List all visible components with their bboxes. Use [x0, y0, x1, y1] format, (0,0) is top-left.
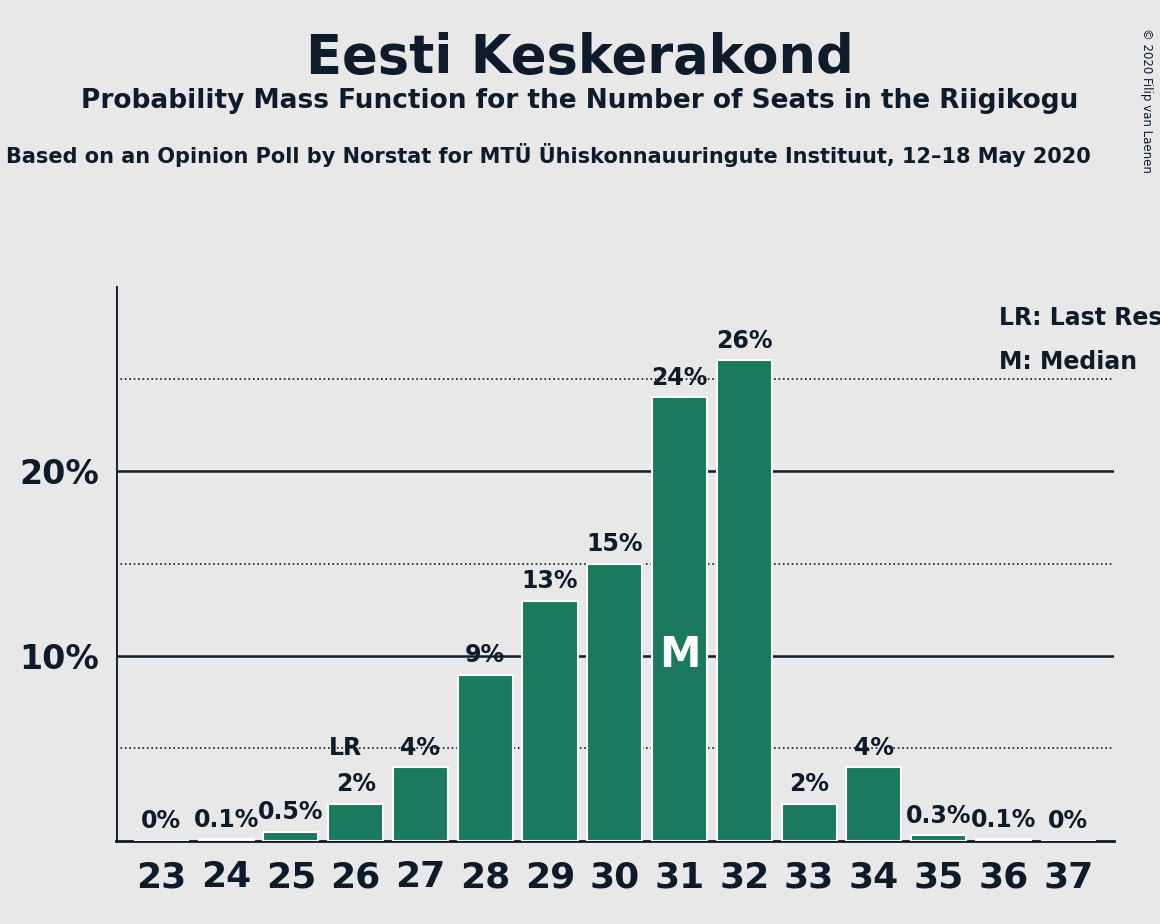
Text: 2%: 2%	[789, 772, 829, 796]
Bar	[587, 564, 643, 841]
Text: 0.1%: 0.1%	[971, 808, 1036, 832]
Bar	[393, 767, 448, 841]
Text: LR: LR	[329, 736, 362, 760]
Text: M: Median: M: Median	[999, 350, 1137, 374]
Text: 0.5%: 0.5%	[259, 800, 324, 824]
Bar	[522, 601, 578, 841]
Text: Probability Mass Function for the Number of Seats in the Riigikogu: Probability Mass Function for the Number…	[81, 88, 1079, 114]
Text: 0%: 0%	[142, 809, 181, 833]
Text: 0%: 0%	[1049, 809, 1088, 833]
Bar	[782, 804, 836, 841]
Text: 0.3%: 0.3%	[906, 804, 971, 828]
Text: 26%: 26%	[716, 329, 773, 353]
Text: 15%: 15%	[587, 532, 643, 556]
Bar	[717, 360, 771, 841]
Bar	[263, 832, 319, 841]
Text: 4%: 4%	[400, 736, 441, 760]
Text: 13%: 13%	[522, 569, 579, 593]
Bar	[847, 767, 901, 841]
Text: LR: Last Result: LR: Last Result	[999, 306, 1160, 330]
Text: M: M	[659, 634, 701, 675]
Text: 9%: 9%	[465, 643, 506, 667]
Text: 24%: 24%	[652, 366, 708, 390]
Bar	[458, 675, 513, 841]
Bar	[976, 839, 1031, 841]
Text: 4%: 4%	[854, 736, 894, 760]
Bar	[911, 835, 966, 841]
Text: 2%: 2%	[335, 772, 376, 796]
Text: © 2020 Filip van Laenen: © 2020 Filip van Laenen	[1140, 28, 1153, 173]
Text: 0.1%: 0.1%	[194, 808, 259, 832]
Text: Based on an Opinion Poll by Norstat for MTÜ Ühiskonnauuringute Instituut, 12–18 : Based on an Opinion Poll by Norstat for …	[6, 143, 1090, 167]
Bar	[328, 804, 383, 841]
Bar	[652, 397, 708, 841]
Bar	[198, 839, 254, 841]
Text: Eesti Keskerakond: Eesti Keskerakond	[306, 32, 854, 84]
